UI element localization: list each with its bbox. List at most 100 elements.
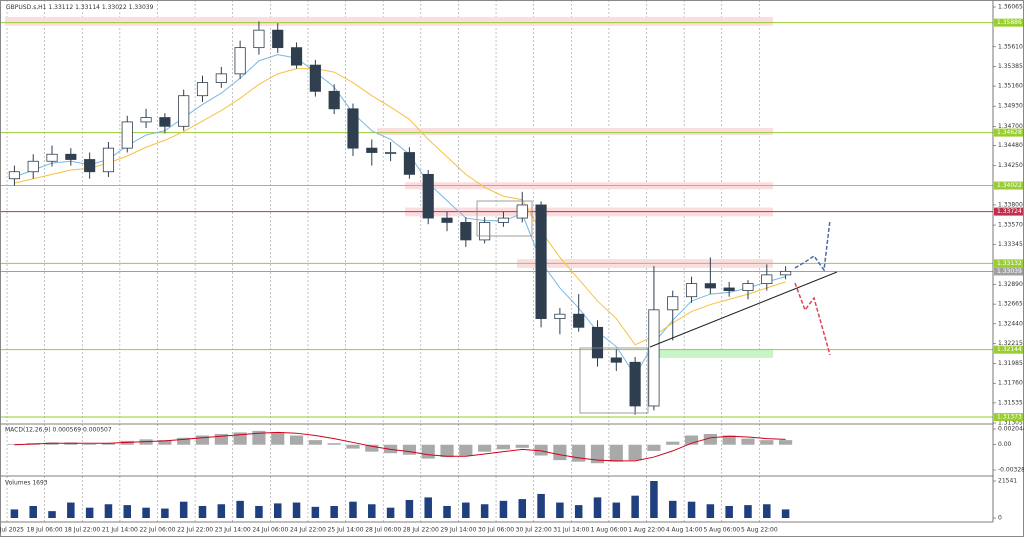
y-tick-label: 1.33800 xyxy=(998,201,1023,208)
volume-bar xyxy=(424,497,432,518)
macd-tick-label: 0.002044 xyxy=(998,426,1024,433)
level-label: 1.33724 xyxy=(997,208,1022,215)
candle-body xyxy=(65,153,77,160)
zone xyxy=(5,17,773,26)
volume-bar xyxy=(123,505,132,518)
candle-body xyxy=(685,283,698,298)
x-tick-label: 4 Aug 14:00 xyxy=(666,527,703,534)
projection-up xyxy=(794,219,831,273)
zone xyxy=(377,128,773,136)
macd-tick-label: 0.00 xyxy=(998,441,1012,448)
candle-body xyxy=(309,64,321,92)
volume-bar xyxy=(67,502,75,518)
volume-bar xyxy=(480,504,489,518)
y-tick-label: 1.31760 xyxy=(998,380,1023,387)
y-tick-label: 1.34930 xyxy=(998,103,1023,110)
x-tick-label: 24 Jul 06:00 xyxy=(252,527,288,534)
volume-bar xyxy=(612,502,621,518)
x-tick-label: 30 Jul 06:00 xyxy=(478,527,514,534)
macd-bar xyxy=(553,444,567,461)
candle-body xyxy=(196,82,209,97)
candle-body xyxy=(102,147,115,173)
chart-title: GBPUSD.s,H1 1.33112 1.33114 1.33022 1.33… xyxy=(6,4,154,11)
x-tick-label: 25 Jul 14:00 xyxy=(328,527,364,534)
volume-bar xyxy=(10,509,19,518)
level-label: 1.35886 xyxy=(997,19,1022,26)
macd-bar xyxy=(346,444,360,449)
volume-bar xyxy=(198,505,207,518)
candle-body xyxy=(422,173,434,219)
volume-bar xyxy=(725,505,733,518)
symbol: GBPUSD.s,H1 xyxy=(6,4,47,11)
y-tick-label: 1.35160 xyxy=(998,83,1023,90)
volume-bar xyxy=(273,503,282,518)
trend-line xyxy=(649,271,838,348)
macd-title: MACD(12,26,9) 0.000569 0.000507 xyxy=(5,427,112,434)
x-tick-label: 1 Aug 06:00 xyxy=(591,527,628,534)
volume-bar xyxy=(744,505,752,518)
level-label-bg xyxy=(994,181,1023,190)
volume-tick-label: 21541 xyxy=(998,478,1017,485)
macd-bar xyxy=(214,433,228,445)
macd-bar xyxy=(365,444,379,452)
candle-body xyxy=(629,361,641,407)
macd-bar xyxy=(289,435,304,445)
volume-bar xyxy=(349,501,357,518)
x-tick-label: 24 Jul 22:00 xyxy=(290,527,326,534)
highlight-box xyxy=(579,347,649,414)
volume-bar xyxy=(330,505,338,518)
candle-body xyxy=(328,90,340,110)
candle-body xyxy=(8,171,20,180)
volume-tick-label: 0 xyxy=(998,515,1002,522)
volume-bar xyxy=(292,502,301,518)
macd-bar xyxy=(440,444,454,458)
volume-bar xyxy=(574,505,583,518)
x-tick-label: 18 Jul 22:00 xyxy=(64,527,100,534)
macd-bar xyxy=(609,444,623,462)
level-label-bg xyxy=(994,259,1023,268)
y-tick-label: 1.35385 xyxy=(998,63,1023,70)
candle-body xyxy=(84,159,96,173)
candle-body xyxy=(667,296,679,311)
candle-body xyxy=(516,204,528,219)
x-tick-label: 30 Jul 22:00 xyxy=(516,527,552,534)
macd-bar xyxy=(572,444,586,462)
candle-body xyxy=(215,73,227,83)
y-tick-label: 1.34700 xyxy=(998,123,1023,130)
level-label-bg xyxy=(994,18,1023,27)
candle-body xyxy=(385,152,397,154)
candle-body xyxy=(497,217,510,223)
level-label: 1.32144 xyxy=(997,346,1022,353)
volume-bar xyxy=(217,504,226,518)
macd-bar xyxy=(478,444,492,452)
volume-bar xyxy=(386,507,395,518)
macd-bar xyxy=(515,444,529,448)
macd-bar xyxy=(741,438,755,445)
candle-body xyxy=(403,152,415,175)
candle-body xyxy=(742,283,754,291)
macd-bar xyxy=(101,443,116,445)
candle-body xyxy=(554,313,566,319)
quote-close: 1.33039 xyxy=(129,4,154,11)
level-label: 1.31373 xyxy=(997,414,1022,421)
macd-bar xyxy=(534,444,548,456)
candle-body xyxy=(121,121,133,149)
macd-bar xyxy=(722,435,736,445)
y-tick-label: 1.32890 xyxy=(998,281,1023,288)
candle-body xyxy=(648,309,660,407)
macd-bar xyxy=(421,444,435,459)
volume-bar xyxy=(104,504,113,518)
volume-bar xyxy=(255,505,263,518)
macd-bar xyxy=(628,444,642,461)
x-tick-label: 29 Jul 14:00 xyxy=(440,527,476,534)
level-label-bg xyxy=(994,413,1023,422)
y-tick-label: 1.31985 xyxy=(998,360,1023,367)
macd-bar xyxy=(158,440,172,445)
candle-body xyxy=(253,29,265,49)
level-label: 1.33132 xyxy=(997,260,1022,267)
volume-bar xyxy=(518,499,527,518)
level-label: 1.34628 xyxy=(997,129,1022,136)
candle-body xyxy=(27,160,39,173)
macd-bar xyxy=(327,443,341,445)
